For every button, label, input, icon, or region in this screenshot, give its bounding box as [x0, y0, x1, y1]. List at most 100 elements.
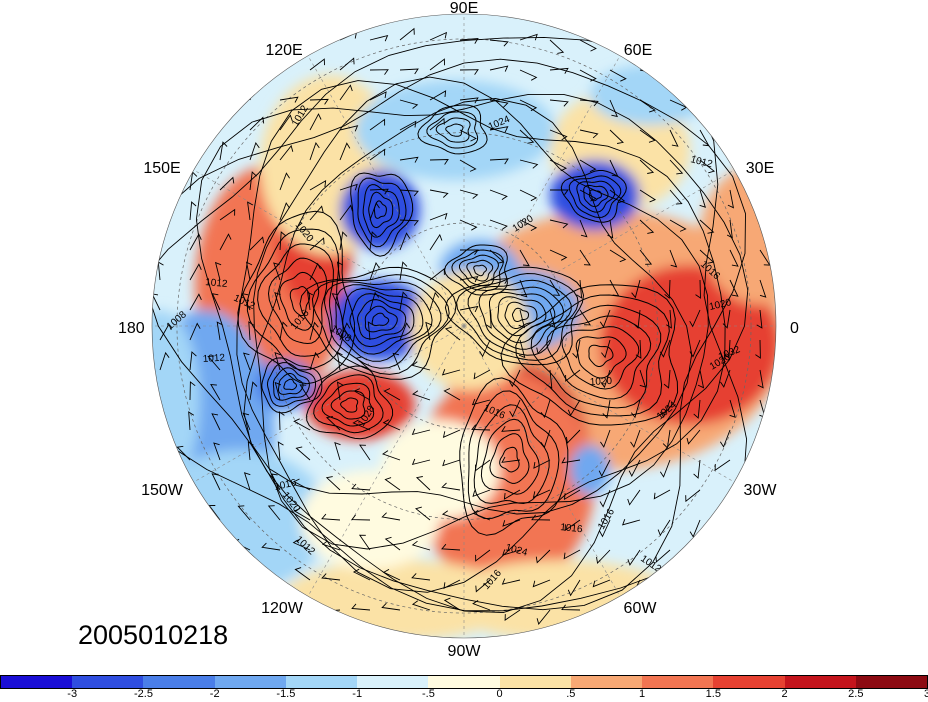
- isobar: [195, 93, 749, 614]
- contour-label: 1016: [560, 522, 584, 535]
- wind-barb: [270, 473, 281, 491]
- wind-barb: [660, 399, 671, 418]
- isobar: [243, 98, 693, 515]
- wind-barb: [369, 188, 389, 195]
- wind-barb: [381, 512, 401, 521]
- wind-barb: [639, 129, 656, 143]
- wind-barb: [415, 476, 431, 491]
- wind-barb: [279, 202, 290, 221]
- longitude-label: 30W: [743, 482, 777, 499]
- wind-barb: [334, 441, 341, 461]
- wind-barb: [627, 489, 641, 506]
- wind-barb: [279, 172, 290, 191]
- wind-barb: [669, 219, 687, 232]
- isobar: [261, 357, 323, 414]
- colorbar-tick-label: 1.5: [705, 688, 721, 700]
- colorbar-swatch: [214, 676, 286, 688]
- wind-barb: [633, 309, 641, 329]
- wind-barb: [579, 249, 591, 266]
- wind-barb: [579, 309, 591, 326]
- wind-barb: [489, 219, 508, 230]
- wind-barb: [339, 204, 353, 221]
- wind-barb: [441, 510, 461, 521]
- colorbar-swatch: [784, 676, 856, 688]
- wind-barb: [519, 129, 535, 144]
- wind-barb: [699, 189, 706, 208]
- wind-barb: [369, 148, 386, 161]
- longitude-label: 90E: [449, 0, 479, 17]
- wind-barb: [759, 279, 767, 298]
- wind-barb: [213, 442, 221, 461]
- wind-barb: [189, 293, 202, 311]
- isobar: [330, 390, 366, 420]
- wind-barb: [248, 321, 255, 341]
- wind-barb: [399, 156, 419, 163]
- wind-barb: [411, 573, 431, 581]
- wind-barb: [567, 399, 581, 417]
- wind-barb: [609, 69, 627, 82]
- wind-barb: [189, 201, 197, 221]
- wind-barb: [567, 579, 581, 597]
- wind-barb: [472, 600, 491, 611]
- wind-barb: [352, 568, 371, 581]
- wind-barb: [609, 159, 619, 177]
- wind-barb: [536, 339, 551, 355]
- wind-barb: [384, 536, 401, 551]
- colorbar-tick-label: 0: [496, 688, 503, 700]
- wind-barb: [293, 418, 311, 431]
- wind-barb: [689, 309, 701, 328]
- wind-barb: [359, 444, 371, 461]
- wind-barb: [504, 609, 521, 621]
- colorbar-swatch: [72, 676, 144, 688]
- isobar: [546, 315, 652, 400]
- wind-barb: [339, 231, 348, 251]
- wind-barb: [536, 609, 551, 625]
- colorbar-swatch: [143, 676, 215, 688]
- wind-barb: [459, 275, 479, 283]
- wind-barb: [351, 514, 371, 521]
- wind-barb: [336, 261, 344, 281]
- wind-barb: [669, 249, 678, 268]
- wind-barb: [321, 540, 341, 551]
- wind-barb: [208, 505, 221, 521]
- wind-barb: [441, 482, 461, 491]
- wind-barb: [601, 339, 611, 359]
- isobar: [306, 365, 394, 440]
- wind-barb: [249, 142, 260, 161]
- isobar: [246, 228, 344, 371]
- wind-barb: [411, 361, 431, 371]
- isobar: [466, 259, 494, 282]
- isobar: [364, 305, 398, 333]
- wind-barb: [307, 291, 314, 311]
- wind-barb: [336, 351, 343, 371]
- meridian-line: [193, 325, 465, 483]
- wind-barb: [697, 369, 705, 389]
- contour-label: 1012: [689, 154, 714, 170]
- wind-barb: [489, 39, 509, 47]
- wind-barb: [659, 459, 671, 478]
- isobar: [236, 80, 726, 593]
- wind-barb: [242, 412, 251, 431]
- wind-barb: [531, 514, 551, 521]
- wind-barb: [726, 219, 733, 239]
- colorbar-tick-label: -1: [352, 688, 363, 700]
- wind-barb: [279, 114, 293, 131]
- wind-barb: [609, 99, 618, 118]
- isobar: [313, 374, 384, 434]
- wind-barb: [519, 279, 528, 298]
- wind-barb: [399, 27, 415, 41]
- isobar: [279, 271, 320, 331]
- wind-barb: [369, 118, 386, 131]
- wind-barb: [243, 472, 251, 491]
- wind-barb: [459, 37, 479, 44]
- wind-barb: [429, 189, 449, 198]
- wind-barb: [579, 69, 597, 82]
- wind-barb: [399, 291, 408, 311]
- wind-barb: [339, 183, 358, 191]
- isobar: [467, 390, 560, 520]
- wind-barb: [699, 219, 715, 234]
- wind-barb: [351, 603, 371, 611]
- wind-barb: [729, 399, 736, 418]
- wind-barb: [355, 356, 371, 371]
- wind-barb: [685, 489, 701, 503]
